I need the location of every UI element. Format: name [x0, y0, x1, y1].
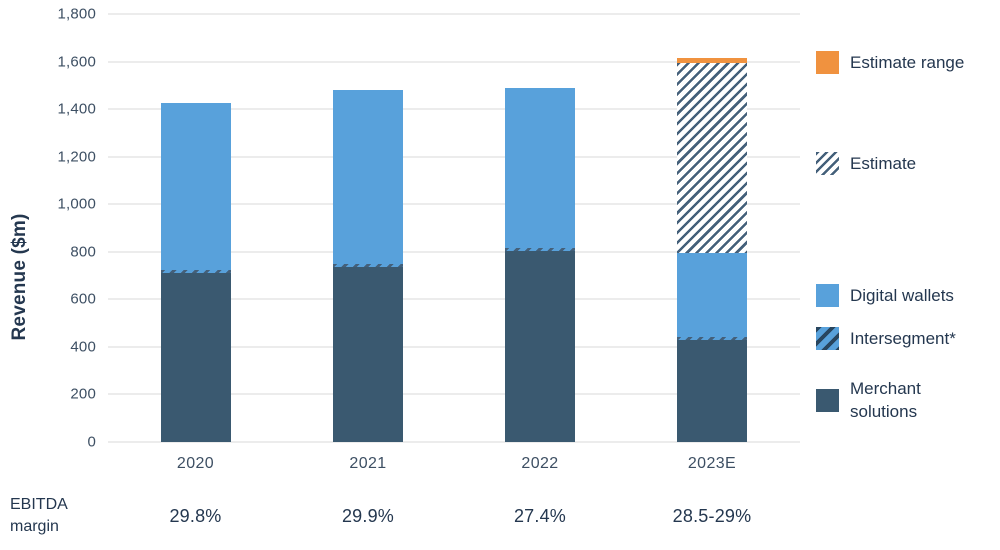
bar-2021-segment-intersegment: [333, 264, 403, 268]
ebitda-value: 29.8%: [169, 506, 222, 526]
gridline: [108, 393, 800, 396]
y-tick-label: 600: [70, 290, 96, 308]
bar-2023E-segment-digital: [677, 252, 747, 337]
y-tick-label: 0: [87, 433, 96, 451]
y-axis-title: Revenue ($m): [9, 213, 30, 341]
ebitda-value: 28.5-29%: [672, 506, 752, 526]
x-tick-label: 2021: [349, 455, 387, 472]
legend-label: Intersegment*: [850, 329, 956, 348]
legend-item-merchant: Merchant solutions: [816, 377, 982, 423]
y-tick-label: 1,000: [57, 195, 96, 213]
bar-2023E-segment-estimate_range: [677, 57, 747, 63]
legend-label: Digital wallets: [850, 286, 954, 305]
estimate-swatch-icon: [816, 152, 839, 175]
merchant-swatch-icon: [816, 388, 839, 412]
gridline: [108, 13, 800, 15]
y-tick-label: 1,200: [57, 148, 96, 166]
bar-2022-segment-digital: [505, 87, 575, 248]
bar-2023E-segment-merchant: [677, 339, 747, 442]
intersegment-swatch-icon: [816, 327, 839, 350]
gridline: [108, 298, 800, 301]
bar-2022-segment-merchant: [505, 250, 575, 442]
legend-label: Estimate: [850, 154, 917, 173]
legend-item-digital: Digital wallets: [816, 284, 982, 307]
gridline: [108, 203, 800, 206]
gridline: [108, 60, 800, 63]
legend-item-intersegment: Intersegment*: [816, 327, 982, 350]
y-tick-label: 1,600: [57, 53, 96, 71]
bar-2022-segment-intersegment: [505, 247, 575, 251]
x-tick-label: 2020: [176, 455, 215, 472]
bar-2020-segment-merchant: [160, 273, 231, 442]
bar-2023E-segment-estimate: [677, 62, 747, 253]
ebitda-value: 27.4%: [513, 506, 567, 526]
bar-2020-segment-intersegment: [160, 270, 231, 274]
legend-label: Merchant solutions: [850, 379, 921, 421]
y-tick-label: 1,400: [57, 100, 96, 118]
gridline: [108, 345, 800, 348]
estimate-range-swatch-icon: [816, 51, 839, 74]
bar-2021-segment-digital: [333, 90, 403, 265]
digital-swatch-icon: [816, 284, 839, 307]
y-tick-label: 1,800: [57, 5, 96, 23]
gridline: [108, 441, 800, 443]
x-tick-label: 2022: [521, 455, 559, 472]
y-tick-label: 800: [70, 243, 96, 261]
bar-2021-segment-merchant: [333, 267, 403, 442]
y-tick-label: 200: [70, 385, 96, 403]
legend-item-estimate-range: Estimate range: [816, 51, 982, 74]
legend-label: Estimate range: [850, 53, 965, 72]
x-tick-label: 2023E: [687, 455, 737, 472]
gridline: [108, 155, 800, 158]
bar-2020-segment-digital: [160, 103, 231, 271]
ebitda-value: 29.9%: [341, 506, 395, 526]
ebitda-margin-row-label: EBITDA margin: [10, 496, 67, 535]
y-tick-label: 400: [70, 338, 96, 356]
legend-item-estimate: Estimate: [816, 152, 982, 175]
bar-2023E-segment-intersegment: [677, 336, 747, 340]
gridline: [108, 108, 800, 111]
gridline: [108, 250, 800, 253]
